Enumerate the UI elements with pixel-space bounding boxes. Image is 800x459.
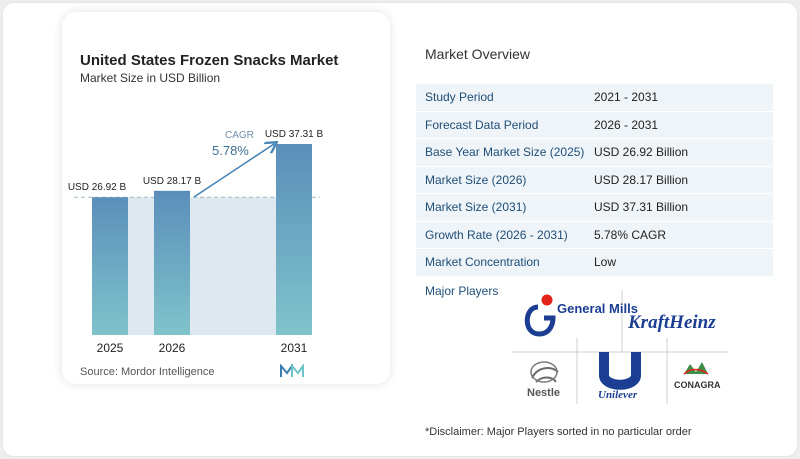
overview-row: Market Size (2026) USD 28.17 Billion (416, 166, 773, 194)
data-label-2026: USD 28.17 B (143, 176, 202, 187)
unilever-logo: Unilever (598, 352, 641, 401)
kraft-heinz-logo: KraftHeinz (627, 312, 716, 333)
cagr-arrow (193, 144, 274, 198)
overview-row-value: 5.78% CAGR (594, 227, 667, 242)
overview-row-label: Base Year Market Size (2025) (425, 145, 585, 159)
conagra-logo: CONAGRA (674, 362, 721, 390)
overview-row-value: USD 37.31 Billion (594, 200, 689, 214)
bar-chart: USD 26.92 B 2025 USD 28.17 B 2026 USD 37.31 … (68, 129, 324, 355)
overview-title: Market Overview (425, 46, 531, 62)
overview-row-label: Study Period (425, 90, 494, 104)
nestle-logo: Nestle (527, 361, 560, 399)
overview-row-value: 2021 - 2031 (594, 90, 659, 104)
svg-text:Nestle: Nestle (527, 387, 560, 399)
major-players-title: Major Players (425, 284, 499, 298)
overview-row: Market Concentration Low (416, 249, 773, 277)
svg-text:CONAGRA: CONAGRA (674, 380, 721, 390)
source-text: Source: Mordor Intelligence (80, 366, 215, 378)
overview-table: Study Period 2021 - 2031 Forecast Data P… (416, 84, 773, 277)
data-label-2031: USD 37.31 B (265, 129, 324, 140)
disclaimer: *Disclaimer: Major Players sorted in no … (425, 426, 692, 438)
bar-2025 (92, 197, 128, 335)
svg-text:General Mills: General Mills (557, 301, 638, 316)
chart-card: United States Frozen Snacks Market Marke… (62, 12, 390, 384)
overview-row: Growth Rate (2026 - 2031) 5.78% CAGR (416, 221, 773, 249)
overview-row: Study Period 2021 - 2031 (416, 84, 773, 112)
x-tick-2026: 2026 (159, 341, 186, 355)
overview-row-label: Market Size (2031) (425, 200, 527, 214)
data-label-2025: USD 26.92 B (68, 182, 127, 193)
bar-2026 (154, 190, 190, 335)
overview-row-label: Market Concentration (425, 255, 540, 269)
svg-text:Unilever: Unilever (598, 389, 638, 401)
mordor-logo-icon (280, 364, 304, 377)
overview-row: Base Year Market Size (2025) USD 26.92 B… (416, 139, 773, 167)
cagr-value: 5.78% (212, 143, 249, 158)
logo-grid-lines (512, 290, 728, 404)
chart-subtitle: Market Size in USD Billion (80, 71, 221, 85)
svg-text:KraftHeinz: KraftHeinz (627, 312, 716, 333)
chart-title: United States Frozen Snacks Market (80, 52, 339, 69)
overview-row: Forecast Data Period 2026 - 2031 (416, 111, 773, 139)
overview-row-value: 2026 - 2031 (594, 117, 659, 132)
general-mills-logo: General Mills (524, 294, 638, 337)
overview-row-value: USD 28.17 Billion (594, 172, 689, 187)
cagr-label: CAGR (225, 130, 254, 141)
overview-row-label: Forecast Data Period (425, 117, 539, 132)
overview-row-label: Market Size (2026) (425, 172, 527, 187)
bar-2031 (276, 144, 312, 335)
overview-row-value: USD 26.92 Billion (594, 145, 689, 159)
overview-row-label: Growth Rate (2026 - 2031) (425, 227, 568, 242)
x-tick-2025: 2025 (97, 341, 124, 355)
x-tick-2031: 2031 (281, 341, 308, 355)
overview-row: Market Size (2031) USD 37.31 Billion (416, 194, 773, 222)
overview-row-value: Low (594, 255, 617, 269)
